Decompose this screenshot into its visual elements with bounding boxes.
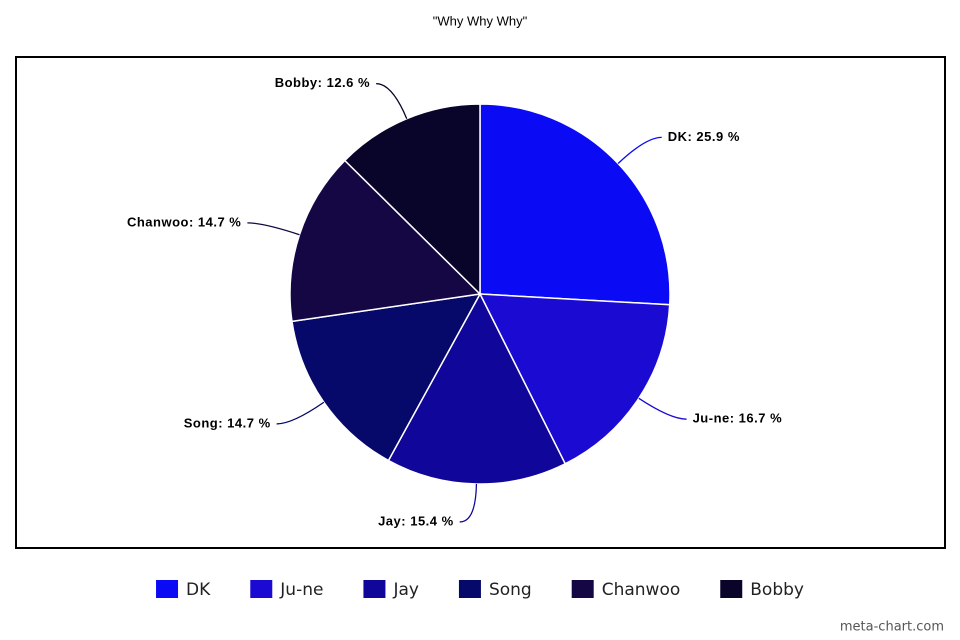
plot-frame — [15, 56, 946, 549]
slice-label: Song: 14.7 % — [184, 415, 271, 430]
slice-label: DK: 25.9 % — [668, 129, 740, 144]
leader-line — [459, 483, 478, 523]
legend-swatch — [458, 580, 481, 598]
slice-label: Bobby: 12.6 % — [275, 75, 370, 90]
legend-swatch — [363, 580, 386, 598]
legend-label: Song — [489, 580, 532, 600]
legend-label: Bobby — [750, 580, 804, 600]
chart-title: "Why Why Why" — [433, 13, 528, 28]
legend-label: Jay — [392, 580, 419, 600]
legend-label: DK — [186, 580, 211, 600]
leader-line — [617, 136, 662, 164]
pie-slice — [289, 159, 482, 323]
legend-swatch — [250, 580, 273, 598]
legend-label: Chanwoo — [602, 580, 681, 600]
slice-label: Jay: 15.4 % — [378, 513, 454, 528]
slice-label: Chanwoo: 14.7 % — [127, 214, 241, 229]
leader-line — [638, 397, 687, 420]
legend-swatch — [720, 580, 743, 598]
legend-swatch — [571, 580, 594, 598]
pie-slice — [387, 292, 567, 485]
slice-label: Ju-ne: 16.7 % — [693, 411, 783, 426]
pie-slice — [479, 103, 671, 306]
pie-slice — [291, 293, 482, 462]
leader-line — [276, 401, 325, 425]
pie-slice — [478, 293, 671, 465]
leader-line — [376, 82, 408, 119]
leader-line — [247, 222, 300, 236]
legend-label: Ju-ne — [279, 580, 323, 600]
watermark: meta-chart.com — [840, 620, 944, 635]
legend-swatch — [156, 580, 179, 598]
pie-slice — [343, 103, 481, 296]
